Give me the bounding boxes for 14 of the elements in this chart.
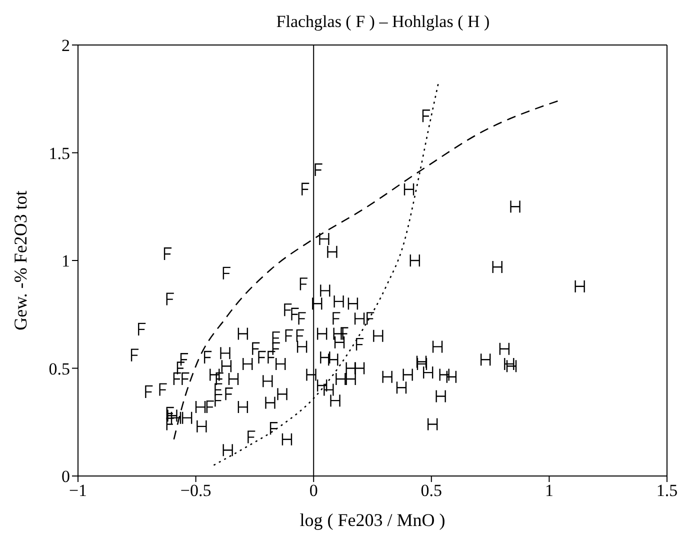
x-axis-title: log ( Fe203 / MnO ) [300,510,446,530]
x-tick-label: 0.5 [420,481,442,500]
chart-title: Flachglas ( F ) – Hohlglas ( H ) [275,11,491,33]
x-tick-label: 1 [544,481,554,500]
x-tick-label: −1 [68,481,88,500]
y-tick-label: 1.5 [48,144,70,163]
y-tick-label: 0.5 [48,359,70,378]
x-tick-label: −0.5 [180,481,212,500]
y-tick-label: 1 [62,252,70,271]
x-tick-label: 1.5 [656,481,678,500]
y-tick-label: 0 [62,467,70,486]
x-tick-label: 0 [309,481,318,500]
y-tick-label: 2 [62,36,70,56]
y-axis-title: Gew. -% Fe2O3 tot [10,190,30,330]
